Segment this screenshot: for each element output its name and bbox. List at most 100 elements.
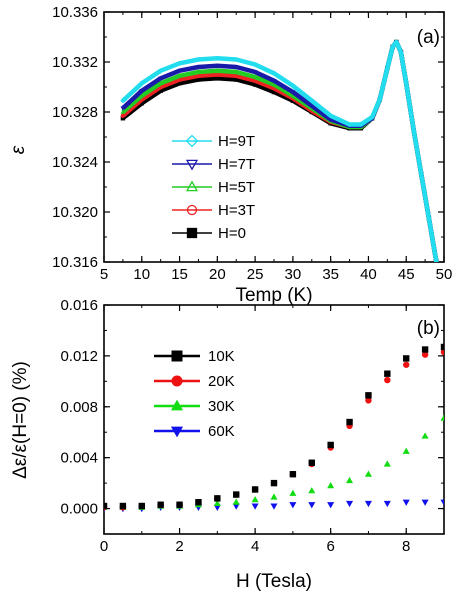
data-point bbox=[402, 447, 410, 454]
x-tick-label: 15 bbox=[171, 266, 188, 283]
data-point bbox=[309, 98, 315, 104]
series-10k bbox=[104, 343, 444, 510]
data-point bbox=[289, 502, 297, 509]
data-point bbox=[346, 418, 353, 426]
data-point bbox=[232, 498, 240, 505]
y-tick-label: 10.336 bbox=[52, 4, 98, 21]
data-point bbox=[214, 63, 220, 69]
legend-marker bbox=[185, 159, 199, 171]
data-point bbox=[270, 479, 278, 487]
data-point bbox=[328, 113, 334, 119]
data-point bbox=[138, 502, 145, 510]
y-tick-label: 10.320 bbox=[52, 204, 98, 221]
y-tick-label: 10.324 bbox=[52, 154, 98, 171]
data-point bbox=[232, 503, 240, 510]
data-point bbox=[398, 49, 404, 55]
panel-a: (a) Temp (K) ε 5 10 15 20 25 30 35 40 45 50 10.316… bbox=[8, 4, 452, 306]
data-point bbox=[270, 503, 278, 510]
data-point bbox=[158, 88, 163, 93]
data-point bbox=[139, 80, 145, 86]
data-point bbox=[270, 493, 278, 500]
x-tick-label: 0 bbox=[100, 538, 108, 555]
data-point bbox=[213, 499, 221, 507]
data-point bbox=[215, 72, 220, 77]
legend-marker bbox=[171, 375, 183, 387]
data-point bbox=[120, 116, 126, 121]
data-point bbox=[251, 503, 259, 510]
legend-label: H=3T bbox=[218, 202, 255, 219]
data-point bbox=[196, 65, 201, 70]
legend-label: 30K bbox=[208, 398, 235, 415]
data-point bbox=[365, 392, 372, 399]
data-point bbox=[389, 44, 396, 50]
data-point bbox=[403, 80, 409, 86]
data-point bbox=[308, 487, 316, 494]
series-h-7t bbox=[120, 39, 439, 262]
series-layer bbox=[120, 39, 440, 262]
x-tick-label: 2 bbox=[175, 538, 183, 555]
data-point bbox=[139, 93, 145, 98]
y-tick-label: 0.000 bbox=[60, 501, 98, 518]
y-tick-label: 0.012 bbox=[60, 348, 98, 365]
data-point bbox=[233, 56, 239, 63]
y-tick-label: 0.004 bbox=[60, 450, 98, 467]
data-point bbox=[433, 259, 440, 262]
data-point bbox=[176, 501, 183, 508]
data-point bbox=[252, 70, 258, 75]
data-point bbox=[384, 65, 390, 71]
data-point bbox=[120, 106, 126, 111]
data-point bbox=[403, 361, 410, 368]
y-tick-label: 0.008 bbox=[60, 399, 98, 416]
data-point bbox=[158, 68, 164, 74]
panel-b-xlabel: H (Tesla) bbox=[236, 571, 312, 592]
series-h-9t bbox=[120, 39, 440, 262]
data-point bbox=[365, 397, 372, 404]
legend-label: 20K bbox=[208, 373, 235, 390]
data-point bbox=[120, 98, 126, 104]
legend-marker bbox=[185, 134, 199, 148]
legend-marker bbox=[170, 399, 184, 411]
data-point bbox=[290, 93, 296, 98]
data-point bbox=[421, 351, 429, 358]
data-point bbox=[271, 78, 277, 84]
panel-b: (b) H (Tesla) Δε/ε(H=0) (%) 0 2 4 6 8 0.000 0.… bbox=[10, 297, 445, 592]
y-tick-label: 10.332 bbox=[52, 54, 98, 71]
data-point bbox=[418, 171, 424, 178]
data-point bbox=[214, 55, 220, 61]
data-point bbox=[233, 491, 240, 498]
data-point bbox=[252, 74, 258, 79]
legend-marker bbox=[186, 227, 198, 239]
panel-a-ylabel: ε bbox=[8, 145, 29, 154]
data-point bbox=[426, 215, 432, 221]
data-point bbox=[214, 495, 221, 502]
data-point bbox=[120, 113, 126, 118]
data-point bbox=[384, 370, 391, 377]
data-point bbox=[234, 77, 239, 82]
data-point bbox=[104, 502, 108, 510]
legend-marker bbox=[171, 350, 183, 362]
data-point bbox=[177, 73, 182, 78]
y-tick-label: 10.316 bbox=[52, 254, 98, 271]
data-point bbox=[393, 39, 400, 45]
data-point bbox=[120, 109, 126, 114]
data-point bbox=[271, 89, 277, 95]
data-point bbox=[440, 414, 444, 421]
data-point bbox=[308, 459, 315, 466]
data-point bbox=[346, 121, 353, 128]
series-60k bbox=[104, 499, 444, 513]
x-tick-label: 30 bbox=[285, 266, 302, 283]
data-point bbox=[119, 502, 127, 510]
panel-b-letter: (b) bbox=[417, 318, 440, 339]
data-point bbox=[411, 128, 417, 134]
data-point bbox=[139, 88, 145, 94]
panel-b-ylabel: Δε/ε(H=0) (%) bbox=[10, 361, 31, 479]
data-point bbox=[384, 376, 391, 384]
data-point bbox=[214, 68, 220, 73]
legend-label: 60K bbox=[208, 423, 235, 440]
data-point bbox=[233, 65, 239, 70]
data-point bbox=[421, 346, 429, 353]
data-point bbox=[440, 348, 444, 356]
data-point bbox=[289, 471, 297, 478]
data-point bbox=[403, 355, 410, 362]
